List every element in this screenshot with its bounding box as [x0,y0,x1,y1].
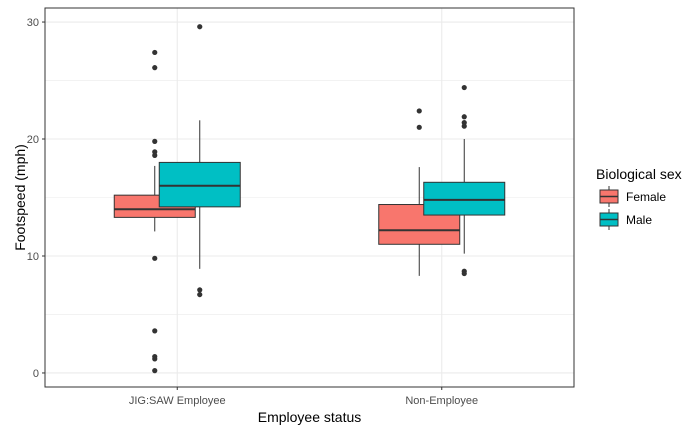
outlier-point [152,356,158,362]
box-female-0 [113,49,196,374]
outlier-point [152,368,158,374]
outlier-point [461,123,467,129]
outlier-point [152,138,158,144]
box-male-1 [423,84,506,277]
outlier-point [197,291,203,298]
y-tick-label: 30 [27,17,39,29]
x-tick-label: Non-Employee [405,395,478,407]
legend-items: Female Male [599,186,666,230]
outlier-point [416,108,422,114]
box-male-0 [158,24,241,298]
outlier-point [461,270,467,277]
outlier-point [461,114,467,120]
box-iqr [423,181,506,216]
plot-panel-border [44,7,575,388]
box-female-1 [378,108,461,276]
y-tick-label: 20 [27,134,39,146]
outlier-point [152,328,158,334]
legend-title: Biological sex [596,166,682,182]
box-iqr [158,161,241,208]
x-tick-label: JIG:SAW Employee [129,395,226,407]
outlier-point [152,255,158,261]
box-layer [113,24,506,374]
y-tick-label: 10 [27,251,39,263]
legend-label-female: Female [626,190,666,204]
y-tick-label: 0 [33,368,39,380]
outlier-point [152,65,158,71]
outlier-point [152,49,158,56]
outlier-point [197,24,203,30]
x-axis-title: Employee status [258,409,362,425]
outlier-point [461,84,467,91]
legend-label-male: Male [626,213,652,227]
axis-layer: 0 10 20 30 JIG:SAW Employee Non-Employee [27,17,478,407]
outlier-point [197,287,203,293]
y-axis-title: Footspeed (mph) [12,144,28,251]
outlier-point [416,124,422,130]
outlier-point [152,152,158,158]
legend: Biological sex Female Male [596,166,682,230]
